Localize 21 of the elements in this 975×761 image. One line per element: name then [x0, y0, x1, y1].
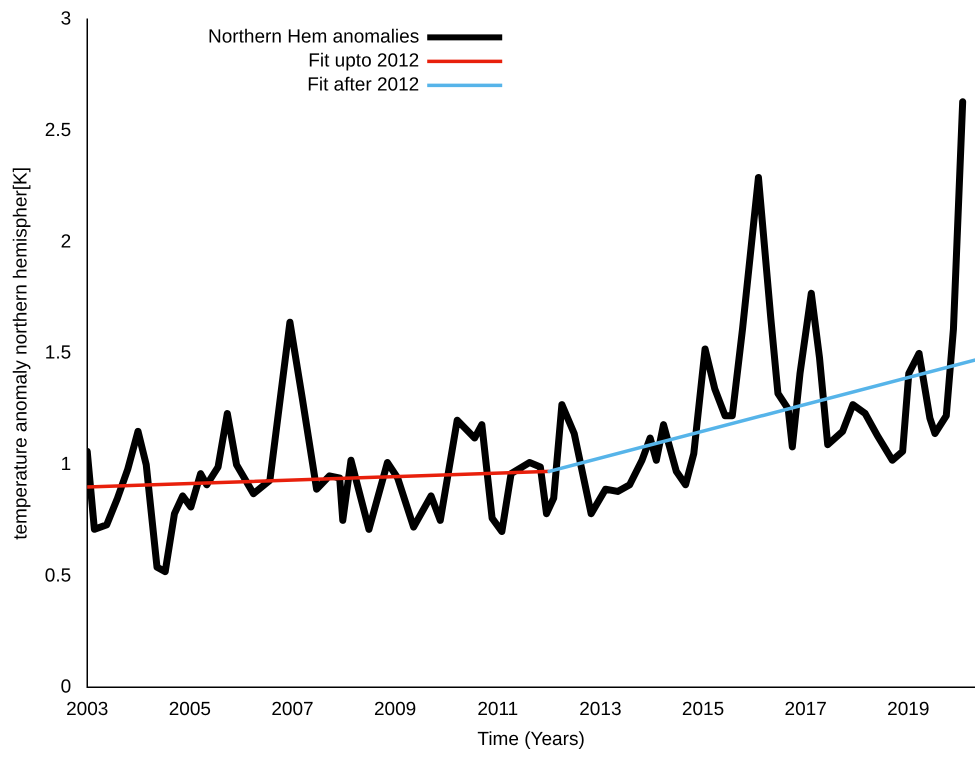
x-tick-label: 2017	[784, 699, 827, 720]
y-tick-label: 0	[60, 676, 72, 698]
x-tick-label: 2019	[887, 699, 930, 720]
x-tick-label: 2015	[682, 699, 724, 720]
y-axis-title: temperature anomaly northern hemispher[K]	[10, 166, 32, 540]
x-tick-label: 2003	[66, 699, 108, 720]
x-tick-label: 2005	[168, 699, 211, 720]
y-tick-label: 1	[60, 454, 72, 475]
legend-label: Fit upto 2012	[308, 50, 420, 72]
y-tick-label: 0.5	[44, 565, 72, 586]
x-tick-label: 2009	[374, 699, 416, 720]
x-tick-label: 2007	[271, 699, 314, 720]
y-tick-label: 2	[60, 231, 72, 252]
y-tick-label: 1.5	[44, 342, 72, 364]
x-tick-label: 2011	[477, 699, 518, 720]
legend-label: Fit after 2012	[307, 74, 420, 96]
x-tick-label: 2013	[579, 699, 622, 720]
x-axis-title: Time (Years)	[477, 728, 585, 750]
legend-label: Northern Hem anomalies	[208, 26, 420, 48]
y-tick-label: 3	[60, 8, 72, 30]
y-tick-label: 2.5	[44, 120, 72, 141]
